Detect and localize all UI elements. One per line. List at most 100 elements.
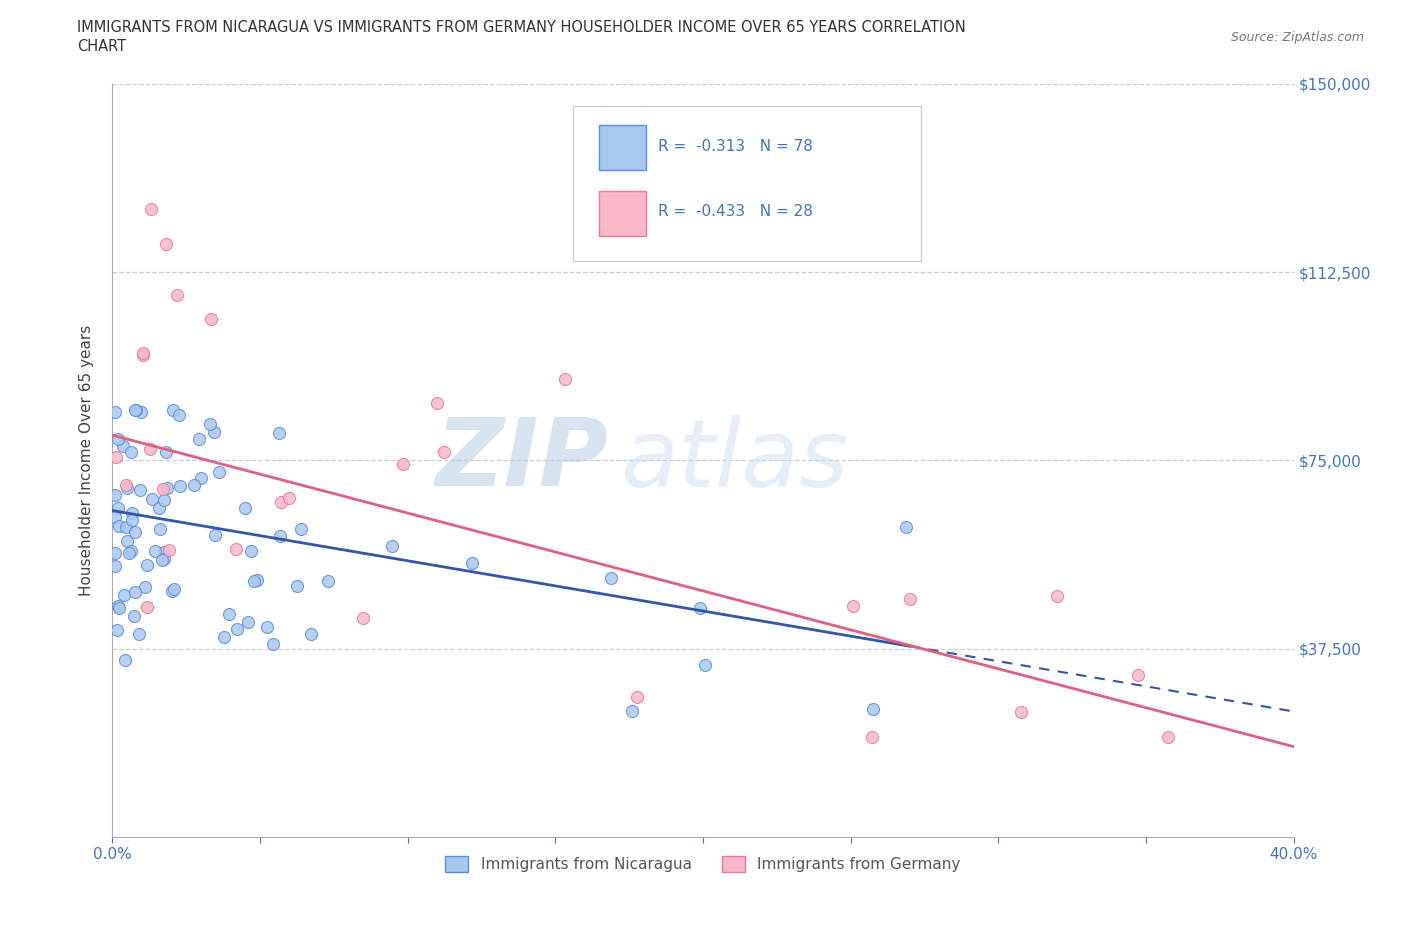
Text: ZIP: ZIP xyxy=(436,415,609,506)
Point xyxy=(243,574,266,589)
Point xyxy=(120,445,142,459)
Point xyxy=(896,520,918,535)
Point xyxy=(112,587,135,602)
Point xyxy=(218,607,240,622)
Y-axis label: Householder Income Over 65 years: Householder Income Over 65 years xyxy=(79,325,94,596)
Point xyxy=(108,601,131,616)
Point xyxy=(129,405,152,419)
Point xyxy=(115,477,138,492)
Text: IMMIGRANTS FROM NICARAGUA VS IMMIGRANTS FROM GERMANY HOUSEHOLDER INCOME OVER 65 : IMMIGRANTS FROM NICARAGUA VS IMMIGRANTS … xyxy=(77,20,966,35)
Point xyxy=(152,482,174,497)
Point xyxy=(124,403,146,418)
Point xyxy=(285,578,308,593)
Point xyxy=(145,543,167,558)
Point xyxy=(132,347,155,362)
Point xyxy=(128,626,150,641)
Point xyxy=(152,552,174,567)
Point xyxy=(104,450,127,465)
Point xyxy=(426,396,449,411)
Point xyxy=(233,501,256,516)
Point xyxy=(128,483,150,498)
Point xyxy=(124,525,146,539)
Text: atlas: atlas xyxy=(620,415,849,506)
FancyBboxPatch shape xyxy=(574,106,921,260)
Point xyxy=(290,522,312,537)
Point xyxy=(162,584,184,599)
Point xyxy=(198,417,221,432)
Point xyxy=(104,510,127,525)
Point xyxy=(118,546,141,561)
Point xyxy=(693,658,716,672)
Point xyxy=(104,405,127,419)
Point xyxy=(183,478,205,493)
Text: Source: ZipAtlas.com: Source: ZipAtlas.com xyxy=(1230,31,1364,44)
Legend: Immigrants from Nicaragua, Immigrants from Germany: Immigrants from Nicaragua, Immigrants fr… xyxy=(439,850,967,878)
Point xyxy=(120,544,142,559)
Point xyxy=(139,442,162,457)
Point xyxy=(135,600,157,615)
Point xyxy=(277,490,299,505)
Point xyxy=(157,542,180,557)
Point xyxy=(1010,704,1032,719)
Point xyxy=(352,610,374,625)
Point xyxy=(626,689,648,704)
Point xyxy=(156,481,179,496)
Point xyxy=(190,471,212,485)
Point xyxy=(270,494,292,509)
Point xyxy=(136,557,159,572)
Point xyxy=(392,457,415,472)
Point xyxy=(225,542,247,557)
Point xyxy=(107,432,129,446)
Point xyxy=(114,652,136,667)
Point xyxy=(381,538,404,553)
Point xyxy=(124,584,146,599)
Point xyxy=(132,345,155,360)
Point xyxy=(105,623,128,638)
Point xyxy=(862,701,884,716)
Text: R =  -0.313   N = 78: R = -0.313 N = 78 xyxy=(658,139,813,153)
Point xyxy=(299,627,322,642)
Point xyxy=(155,445,177,459)
Point xyxy=(461,555,484,570)
Point xyxy=(860,729,883,744)
Text: R =  -0.433   N = 28: R = -0.433 N = 28 xyxy=(658,205,813,219)
Point xyxy=(150,552,173,567)
Point xyxy=(162,403,184,418)
Point xyxy=(246,573,269,588)
Point xyxy=(149,522,172,537)
Point xyxy=(153,544,176,559)
Point xyxy=(204,528,226,543)
Point xyxy=(163,582,186,597)
Point xyxy=(155,237,177,252)
Point xyxy=(689,601,711,616)
Text: CHART: CHART xyxy=(77,39,127,54)
Point xyxy=(114,519,136,534)
Point xyxy=(107,500,129,515)
Point xyxy=(134,579,156,594)
Point xyxy=(262,637,284,652)
Point xyxy=(166,287,188,302)
Point xyxy=(225,621,247,636)
Point xyxy=(240,544,263,559)
Point xyxy=(115,481,138,496)
Point xyxy=(599,570,621,585)
Point xyxy=(200,312,222,326)
Point xyxy=(104,559,127,574)
Point xyxy=(169,479,191,494)
Point xyxy=(202,424,225,439)
Point xyxy=(236,615,259,630)
Point xyxy=(318,574,340,589)
Point xyxy=(212,630,235,644)
Point xyxy=(1126,668,1149,683)
Point xyxy=(167,407,190,422)
Point xyxy=(107,598,129,613)
Point xyxy=(256,619,278,634)
Point xyxy=(153,493,176,508)
FancyBboxPatch shape xyxy=(599,191,647,236)
Point xyxy=(104,546,127,561)
Point xyxy=(554,372,576,387)
Point xyxy=(621,703,644,718)
Point xyxy=(842,599,865,614)
Point xyxy=(112,439,135,454)
Point xyxy=(141,492,163,507)
